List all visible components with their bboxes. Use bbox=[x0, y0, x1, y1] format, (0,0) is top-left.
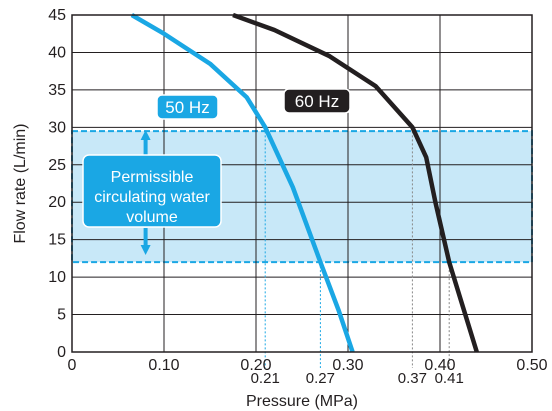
permissible-range-annotation-line: circulating water bbox=[94, 189, 210, 206]
x-tick-label: 0.40 bbox=[424, 357, 455, 374]
series-line-60hz bbox=[232, 12, 479, 353]
y-tick-label: 45 bbox=[48, 7, 66, 24]
y-tick-label: 0 bbox=[57, 344, 66, 361]
y-axis-title: Flow rate (L/min) bbox=[12, 123, 29, 243]
x-tick-label: 0.30 bbox=[332, 357, 363, 374]
y-tick-label: 15 bbox=[48, 232, 66, 249]
x-tick-label: 0.50 bbox=[516, 357, 547, 374]
y-tick-label: 10 bbox=[48, 269, 66, 286]
reference-value-label: 0.37 bbox=[398, 370, 427, 387]
plot-frame bbox=[71, 14, 533, 353]
y-tick-label: 40 bbox=[48, 44, 66, 61]
y-tick-label: 5 bbox=[57, 307, 66, 324]
series-label-50hz: 50 Hz bbox=[165, 98, 209, 117]
x-axis-title: Pressure (MPa) bbox=[246, 393, 358, 410]
y-tick-label: 25 bbox=[48, 157, 66, 174]
x-tick-label: 0 bbox=[68, 357, 77, 374]
y-tick-label: 20 bbox=[48, 194, 66, 211]
series-line-50hz bbox=[130, 13, 355, 353]
x-tick-label: 0.10 bbox=[148, 357, 179, 374]
y-tick-label: 30 bbox=[48, 119, 66, 136]
permissible-range-annotation-line: Permissible bbox=[111, 169, 194, 186]
y-tick-label: 35 bbox=[48, 82, 66, 99]
reference-value-label: 0.41 bbox=[435, 370, 464, 387]
series-label-60hz: 60 Hz bbox=[295, 92, 339, 111]
permissible-range-annotation-box bbox=[82, 154, 222, 228]
series-label-box-50hz bbox=[156, 94, 219, 120]
series-label-box-60hz bbox=[283, 88, 351, 114]
permissible-range-annotation-line: volume bbox=[126, 209, 178, 226]
reference-value-label: 0.21 bbox=[251, 370, 280, 387]
reference-value-label: 0.27 bbox=[306, 370, 335, 387]
x-tick-label: 0.20 bbox=[240, 357, 271, 374]
